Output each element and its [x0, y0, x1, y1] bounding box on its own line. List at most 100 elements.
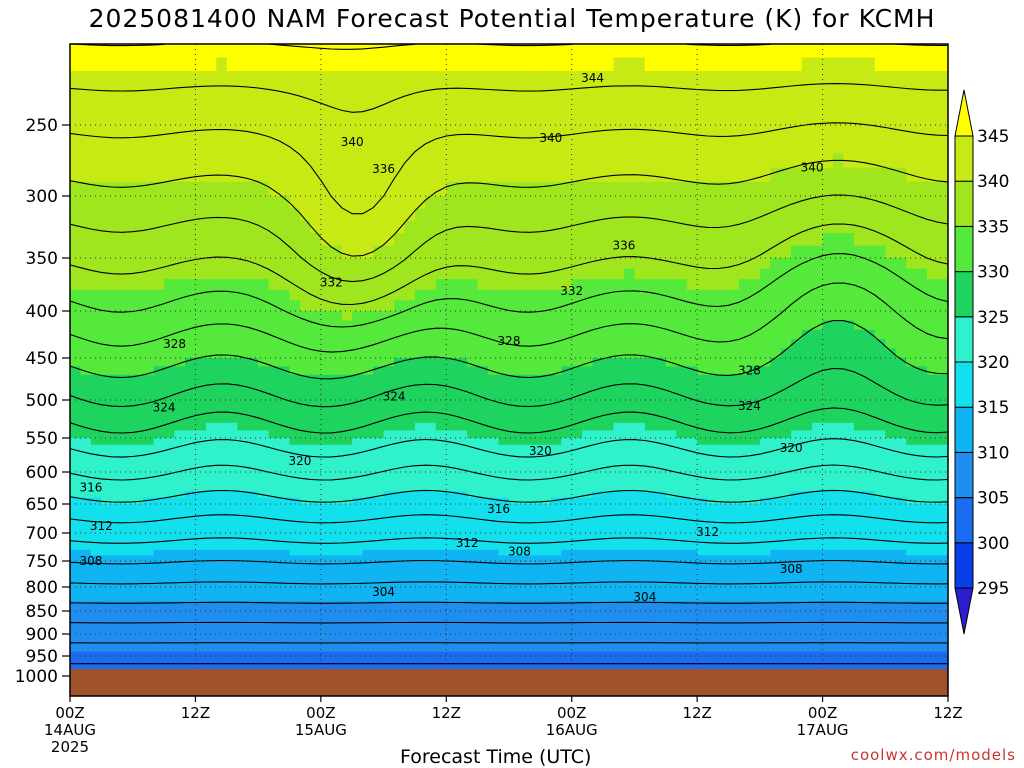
- field-cell: [665, 566, 677, 572]
- field-cell: [310, 458, 322, 466]
- field-cell: [697, 521, 709, 528]
- field-cell: [477, 660, 489, 665]
- field-cell: [341, 71, 353, 86]
- field-cell: [185, 587, 197, 593]
- field-cell: [435, 438, 447, 446]
- field-cell: [509, 153, 521, 169]
- field-cell: [603, 611, 615, 617]
- field-cell: [624, 576, 636, 583]
- field-cell: [195, 611, 207, 617]
- field-cell: [101, 647, 113, 653]
- field-cell: [341, 374, 353, 384]
- field-cell: [101, 478, 113, 486]
- field-cell: [247, 407, 259, 416]
- field-cell: [498, 329, 510, 340]
- field-cell: [686, 391, 698, 401]
- field-cell: [185, 181, 197, 197]
- field-cell: [362, 642, 374, 648]
- field-cell: [697, 561, 709, 567]
- field-cell: [707, 509, 719, 517]
- field-cell: [655, 544, 667, 551]
- field-cell: [122, 664, 134, 669]
- field-cell: [383, 125, 395, 140]
- field-cell: [425, 111, 437, 126]
- field-cell: [320, 581, 332, 588]
- field-cell: [467, 391, 479, 401]
- field-cell: [289, 348, 301, 359]
- field-cell: [373, 329, 385, 340]
- field-cell: [111, 527, 123, 534]
- field-cell: [613, 478, 625, 486]
- field-cell: [320, 491, 332, 499]
- field-cell: [414, 533, 426, 540]
- field-cell: [132, 400, 144, 409]
- field-cell: [603, 596, 615, 602]
- field-cell: [509, 374, 521, 384]
- field-cell: [247, 664, 259, 669]
- field-cell: [686, 233, 698, 247]
- field-cell: [289, 656, 301, 661]
- field-cell: [195, 139, 207, 154]
- field-cell: [258, 289, 270, 301]
- field-cell: [226, 601, 238, 607]
- field-cell: [185, 444, 197, 453]
- field-cell: [247, 57, 259, 72]
- field-cell: [571, 664, 583, 669]
- field-cell: [519, 472, 531, 479]
- field-cell: [132, 268, 144, 280]
- field-cell: [226, 647, 238, 653]
- field-cell: [341, 555, 353, 562]
- field-cell: [665, 596, 677, 602]
- field-cell: [655, 374, 667, 384]
- field-cell: [226, 596, 238, 602]
- field-cell: [174, 587, 186, 593]
- field-cell: [394, 153, 406, 169]
- field-cell: [352, 84, 364, 99]
- field-cell: [456, 606, 468, 612]
- field-cell: [456, 664, 468, 669]
- field-cell: [550, 615, 562, 621]
- field-cell: [90, 660, 102, 665]
- field-cell: [101, 497, 113, 505]
- field-cell: [488, 391, 500, 401]
- field-cell: [634, 438, 646, 446]
- field-cell: [571, 289, 583, 301]
- field-cell: [644, 555, 656, 562]
- field-cell: [467, 57, 479, 72]
- field-cell: [258, 407, 270, 416]
- field-cell: [404, 458, 416, 466]
- field-cell: [644, 491, 656, 499]
- field-cell: [122, 606, 134, 612]
- field-cell: [644, 601, 656, 607]
- field-cell: [540, 438, 552, 446]
- field-cell: [634, 329, 646, 340]
- field-cell: [237, 451, 249, 459]
- field-cell: [362, 348, 374, 359]
- field-cell: [111, 366, 123, 376]
- field-cell: [341, 571, 353, 578]
- field-cell: [143, 245, 155, 259]
- field-cell: [540, 422, 552, 431]
- field-cell: [519, 634, 531, 639]
- field-cell: [394, 84, 406, 99]
- field-cell: [80, 571, 92, 578]
- field-cell: [456, 44, 468, 59]
- field-cell: [592, 458, 604, 466]
- field-cell: [707, 339, 719, 350]
- field-cell: [467, 555, 479, 562]
- field-cell: [592, 587, 604, 593]
- field-cell: [300, 472, 312, 479]
- field-cell: [320, 591, 332, 598]
- field-cell: [362, 438, 374, 446]
- field-cell: [70, 98, 82, 113]
- field-cell: [613, 591, 625, 598]
- field-cell: [644, 391, 656, 401]
- field-cell: [226, 624, 238, 630]
- field-cell: [341, 484, 353, 492]
- field-cell: [404, 268, 416, 280]
- field-cell: [205, 606, 217, 612]
- field-cell: [310, 422, 322, 431]
- field-cell: [90, 606, 102, 612]
- field-cell: [101, 576, 113, 583]
- field-cell: [582, 339, 594, 350]
